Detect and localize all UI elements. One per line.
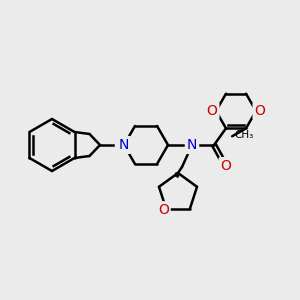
Text: CH₃: CH₃ (234, 130, 254, 140)
Text: N: N (187, 138, 197, 152)
Text: O: O (255, 104, 266, 118)
Text: N: N (119, 138, 129, 152)
Text: N: N (117, 138, 127, 152)
Text: O: O (220, 159, 231, 173)
Text: O: O (158, 203, 169, 217)
Text: O: O (207, 104, 218, 118)
